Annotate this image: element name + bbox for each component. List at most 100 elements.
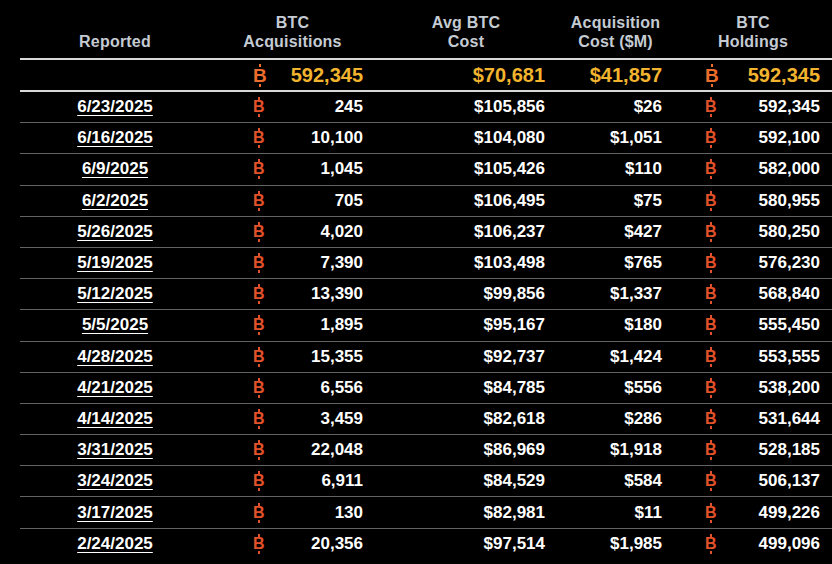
reported-date-link[interactable]: 4/28/2025 <box>77 347 153 366</box>
acquisitions-cell: B 7,390 <box>210 253 375 273</box>
table-row: 4/28/2025 B 15,355 $92,737 $1,424 B 553,… <box>20 342 832 373</box>
btc-icon: B <box>705 317 717 333</box>
acquisitions-value: 245 <box>335 97 363 117</box>
reported-date-cell: 5/5/2025 <box>20 315 210 335</box>
table-row: 6/23/2025 B 245 $105,856 $26 B 592,345 <box>20 92 832 123</box>
acquisition-cost-value: $75 <box>557 191 674 211</box>
holdings-value: 531,644 <box>759 409 820 429</box>
btc-icon: B <box>705 442 717 458</box>
acquisition-cost-value: $1,337 <box>557 284 674 304</box>
column-header-label: BTC <box>674 13 832 32</box>
acquisitions-cell: B 1,895 <box>210 315 375 335</box>
table-header-row: Reported BTC Acquisitions Avg BTC Cost A… <box>20 0 832 58</box>
table-row: 6/16/2025 B 10,100 $104,080 $1,051 B 592… <box>20 123 832 154</box>
table-row: 3/17/2025 B 130 $82,981 $11 B 499,226 <box>20 497 832 528</box>
acquisition-cost-value: $765 <box>557 253 674 273</box>
holdings-cell: B 580,250 <box>674 222 832 242</box>
summary-acquisitions-cell: B 592,345 <box>210 64 375 87</box>
reported-date-link[interactable]: 2/24/2025 <box>77 534 153 553</box>
column-header-label: Avg BTC <box>375 13 557 32</box>
column-header-label: Cost <box>375 32 557 51</box>
holdings-cell: B 555,450 <box>674 315 832 335</box>
reported-date-cell: 4/21/2025 <box>20 378 210 398</box>
btc-icon: B <box>705 224 717 240</box>
acquisition-cost-value: $1,051 <box>557 128 674 148</box>
acquisition-cost-value: $11 <box>557 503 674 523</box>
summary-avg-btc-cost-value: $70,681 <box>375 64 557 87</box>
summary-acquisition-cost-value: $41,857 <box>557 64 674 87</box>
reported-date-cell: 4/14/2025 <box>20 409 210 429</box>
btc-icon: B <box>705 536 717 552</box>
table-row: 6/9/2025 B 1,045 $105,426 $110 B 582,000 <box>20 154 832 185</box>
acquisitions-cell: B 20,356 <box>210 534 375 554</box>
reported-date-link[interactable]: 5/19/2025 <box>77 253 153 272</box>
avg-btc-cost-value: $95,167 <box>375 315 557 335</box>
reported-date-cell: 2/24/2025 <box>20 534 210 554</box>
acquisitions-cell: B 6,556 <box>210 378 375 398</box>
acquisitions-value: 20,356 <box>311 534 363 554</box>
acquisitions-cell: B 13,390 <box>210 284 375 304</box>
acquisitions-cell: B 10,100 <box>210 128 375 148</box>
acquisitions-value: 6,556 <box>320 378 363 398</box>
holdings-value: 499,226 <box>759 503 820 523</box>
reported-date-link[interactable]: 3/17/2025 <box>77 503 153 522</box>
holdings-value: 538,200 <box>759 378 820 398</box>
reported-date-link[interactable]: 6/16/2025 <box>77 128 153 147</box>
acquisition-cost-value: $427 <box>557 222 674 242</box>
acquisitions-cell: B 22,048 <box>210 440 375 460</box>
btc-icon: B <box>705 473 717 489</box>
avg-btc-cost-value: $97,514 <box>375 534 557 554</box>
reported-date-cell: 6/2/2025 <box>20 191 210 211</box>
column-header-label: Acquisition <box>557 13 674 32</box>
reported-date-link[interactable]: 5/26/2025 <box>77 222 153 241</box>
btc-icon: B <box>253 130 265 146</box>
btc-icon: B <box>705 255 717 271</box>
summary-row: B 592,345 $70,681 $41,857 B 592,345 <box>20 58 832 92</box>
acquisitions-cell: B 6,911 <box>210 471 375 491</box>
avg-btc-cost-value: $105,856 <box>375 97 557 117</box>
avg-btc-cost-value: $99,856 <box>375 284 557 304</box>
acquisitions-value: 7,390 <box>320 253 363 273</box>
reported-date-link[interactable]: 3/31/2025 <box>77 440 153 459</box>
table-body: 6/23/2025 B 245 $105,856 $26 B 592,345 6… <box>20 92 832 560</box>
acquisitions-value: 1,045 <box>320 159 363 179</box>
avg-btc-cost-value: $84,529 <box>375 471 557 491</box>
holdings-value: 582,000 <box>759 159 820 179</box>
holdings-value: 528,185 <box>759 440 820 460</box>
btc-icon: B <box>253 286 265 302</box>
holdings-cell: B 553,555 <box>674 347 832 367</box>
column-header-label: Cost ($M) <box>557 32 674 51</box>
acquisitions-cell: B 4,020 <box>210 222 375 242</box>
table-row: 2/24/2025 B 20,356 $97,514 $1,985 B 499,… <box>20 529 832 560</box>
reported-date-link[interactable]: 6/9/2025 <box>82 159 148 178</box>
avg-btc-cost-value: $106,237 <box>375 222 557 242</box>
reported-date-link[interactable]: 5/12/2025 <box>77 284 153 303</box>
reported-date-cell: 5/26/2025 <box>20 222 210 242</box>
acquisitions-value: 22,048 <box>311 440 363 460</box>
acquisitions-cell: B 1,045 <box>210 159 375 179</box>
reported-date-link[interactable]: 3/24/2025 <box>77 471 153 490</box>
table-row: 5/26/2025 B 4,020 $106,237 $427 B 580,25… <box>20 217 832 248</box>
acquisitions-value: 6,911 <box>321 471 363 491</box>
btc-icon: B <box>705 130 717 146</box>
reported-date-link[interactable]: 4/21/2025 <box>77 378 153 397</box>
holdings-value: 580,250 <box>759 222 820 242</box>
acquisition-cost-value: $286 <box>557 409 674 429</box>
reported-date-link[interactable]: 6/2/2025 <box>82 191 148 210</box>
acquisitions-value: 13,390 <box>311 284 363 304</box>
reported-date-cell: 6/9/2025 <box>20 159 210 179</box>
btc-icon: B <box>253 193 265 209</box>
acquisitions-cell: B 3,459 <box>210 409 375 429</box>
reported-date-link[interactable]: 6/23/2025 <box>77 97 153 116</box>
btc-icon: B <box>253 411 265 427</box>
btc-icon: B <box>253 505 265 521</box>
btc-icon: B <box>253 66 267 85</box>
holdings-cell: B 499,226 <box>674 503 832 523</box>
reported-date-link[interactable]: 5/5/2025 <box>82 315 148 334</box>
holdings-cell: B 528,185 <box>674 440 832 460</box>
holdings-cell: B 582,000 <box>674 159 832 179</box>
holdings-cell: B 568,840 <box>674 284 832 304</box>
column-header-btc-holdings: BTC Holdings <box>674 13 832 58</box>
reported-date-link[interactable]: 4/14/2025 <box>77 409 153 428</box>
btc-icon: B <box>705 349 717 365</box>
